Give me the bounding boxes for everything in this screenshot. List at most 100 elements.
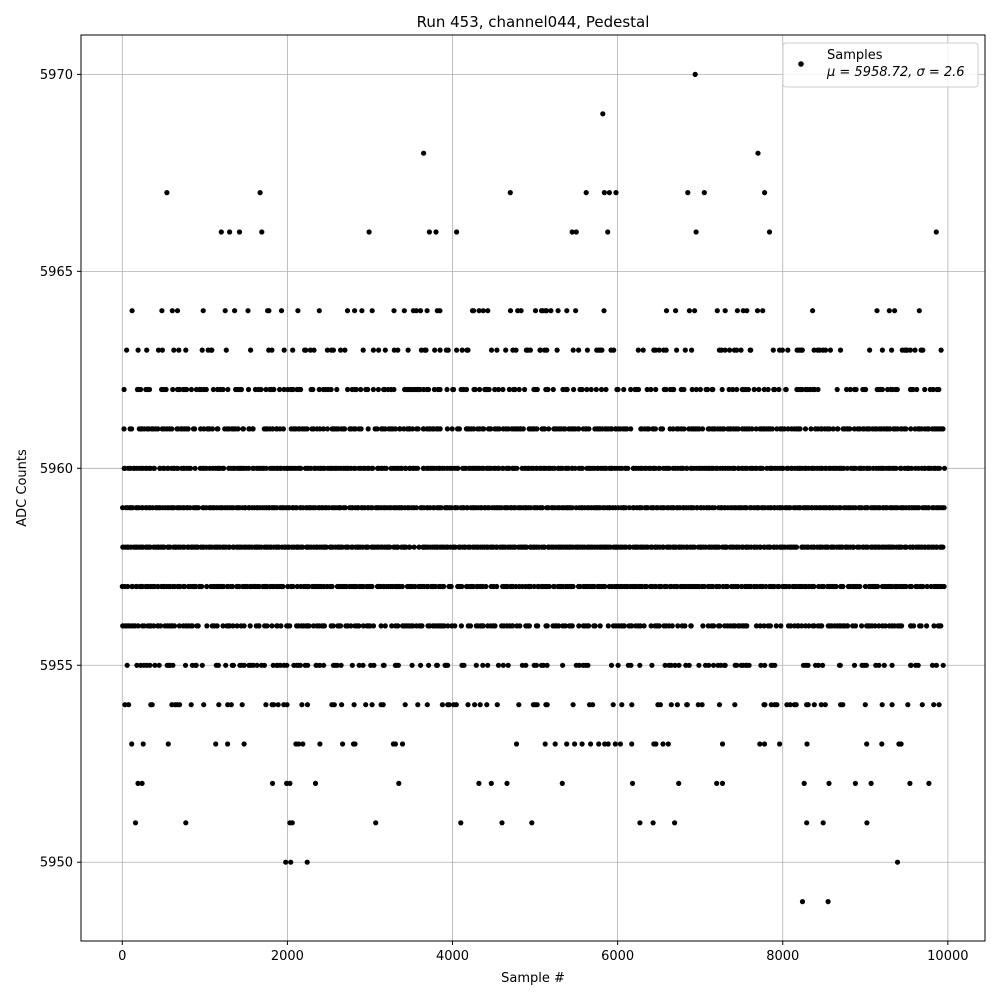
data-point: [280, 583, 286, 590]
data-point: [674, 347, 680, 353]
data-point: [882, 623, 889, 629]
data-point: [940, 662, 946, 668]
data-point: [321, 623, 327, 629]
data-point: [541, 544, 548, 550]
data-point: [151, 623, 157, 629]
data-point: [480, 308, 486, 314]
data-point: [674, 702, 681, 708]
data-point: [426, 662, 432, 668]
data-point: [605, 623, 611, 629]
data-point: [562, 623, 569, 629]
data-point: [216, 702, 222, 708]
data-point: [689, 347, 695, 353]
data-point: [246, 465, 252, 471]
data-point: [331, 702, 337, 708]
data-point: [615, 386, 621, 393]
data-point: [516, 702, 522, 708]
data-point: [151, 465, 157, 471]
data-point: [169, 426, 175, 432]
data-point: [837, 505, 844, 511]
data-point: [910, 386, 916, 393]
data-point: [815, 386, 821, 393]
data-point: [236, 229, 243, 235]
data-point: [254, 662, 260, 668]
data-point: [766, 229, 773, 235]
data-point: [320, 426, 326, 432]
data-point: [323, 544, 329, 550]
data-point: [555, 308, 561, 314]
data-point: [799, 623, 805, 629]
data-point: [258, 386, 264, 393]
data-point: [174, 308, 181, 314]
data-point: [445, 623, 451, 629]
y-tick-label: 5970: [40, 68, 73, 83]
data-point: [546, 426, 552, 432]
data-point: [248, 347, 254, 353]
data-point: [232, 308, 238, 314]
data-point: [409, 426, 416, 432]
data-point: [767, 544, 773, 550]
data-point: [762, 190, 768, 196]
data-point: [767, 623, 774, 629]
data-point: [717, 623, 723, 629]
data-point: [653, 386, 659, 393]
data-point: [256, 623, 262, 629]
data-point: [732, 465, 738, 471]
data-point: [182, 662, 189, 668]
data-point: [758, 662, 764, 668]
data-point: [864, 741, 870, 747]
data-point: [933, 662, 940, 668]
data-point: [564, 386, 570, 393]
data-point: [230, 623, 236, 629]
data-point: [234, 623, 240, 629]
data-point: [358, 426, 364, 432]
data-point: [441, 583, 447, 590]
data-point: [392, 426, 398, 432]
data-point: [596, 741, 602, 747]
data-point: [411, 544, 417, 550]
data-point: [170, 662, 176, 668]
data-point: [799, 899, 806, 905]
data-point: [738, 347, 744, 353]
data-point: [889, 702, 895, 708]
data-point: [857, 583, 863, 590]
data-point: [444, 386, 450, 393]
data-point: [826, 780, 832, 787]
data-point: [125, 583, 131, 590]
data-point: [483, 583, 489, 590]
data-point: [141, 623, 147, 629]
data-point: [903, 583, 909, 590]
data-point: [409, 662, 415, 668]
data-point: [138, 386, 144, 393]
data-point: [815, 662, 822, 668]
data-point: [199, 583, 205, 590]
data-point: [250, 426, 256, 432]
data-point: [756, 386, 762, 393]
data-point: [776, 583, 782, 590]
data-point: [360, 347, 366, 353]
data-point: [284, 702, 290, 708]
data-point: [919, 702, 925, 708]
data-point: [485, 308, 491, 314]
data-point: [693, 229, 699, 235]
data-point: [818, 702, 824, 708]
data-point: [135, 780, 141, 787]
data-point: [226, 544, 232, 550]
data-point: [648, 623, 654, 629]
data-point: [797, 426, 803, 432]
data-point: [701, 190, 707, 196]
data-point: [472, 702, 478, 708]
data-point: [668, 662, 674, 668]
data-point: [269, 347, 275, 353]
data-point: [359, 308, 365, 314]
data-point: [147, 662, 153, 668]
data-point: [171, 623, 178, 629]
data-point: [446, 702, 452, 708]
data-point: [565, 465, 572, 471]
data-point: [378, 623, 384, 629]
data-point: [834, 386, 840, 393]
data-point: [382, 623, 388, 629]
data-point: [352, 465, 358, 471]
data-point: [488, 780, 494, 787]
data-point: [811, 623, 817, 629]
